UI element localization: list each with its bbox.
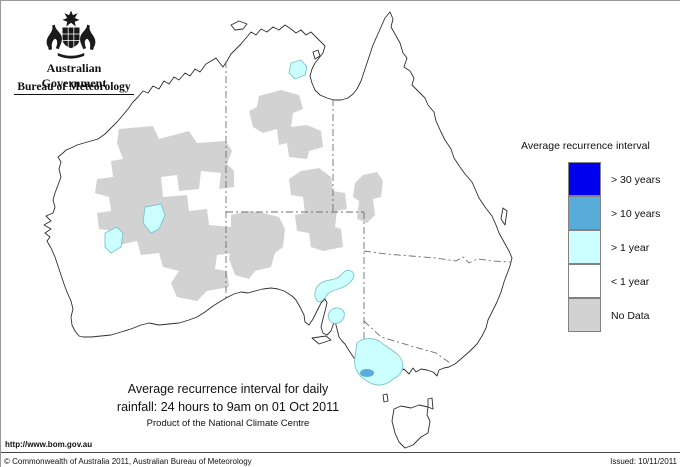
legend-swatch-gt10yr xyxy=(568,196,601,230)
australian-coat-of-arms xyxy=(46,10,96,59)
no-data-region-sa-west xyxy=(229,211,285,279)
legend-item: < 1 year xyxy=(568,264,680,299)
gt1yr-region-wa-east xyxy=(142,203,166,234)
tasmania xyxy=(391,404,431,449)
shield-grid xyxy=(62,27,80,48)
islands xyxy=(230,20,508,449)
gt1yr-region-sa-gulf xyxy=(327,307,345,324)
border-qld-nsw xyxy=(363,250,511,264)
legend-item: > 10 years xyxy=(568,196,680,231)
caption-line-2: rainfall: 24 hours to 9am on 01 Oct 2011 xyxy=(116,400,340,414)
melville-island xyxy=(230,20,248,31)
legend-item: > 1 year xyxy=(568,230,680,265)
legend-item: No Data xyxy=(568,298,680,333)
australia-coastline xyxy=(43,11,513,381)
caption-line-1: Average recurrence interval for daily xyxy=(127,382,329,396)
legend-swatch-gt1yr xyxy=(568,230,601,264)
no-data-region-nt-qld xyxy=(289,168,347,251)
government-title: Australian Government xyxy=(14,61,134,95)
copyright-text: © Commonwealth of Australia 2011, Austra… xyxy=(4,457,252,466)
bom-url: http://www.bom.gov.au xyxy=(5,440,93,449)
recurrence-gt1yr-regions xyxy=(104,59,404,386)
legend-swatch-gt30yr xyxy=(568,162,601,196)
no-data-region-qld xyxy=(353,172,383,223)
legend-label: > 1 year xyxy=(611,242,650,254)
gt1yr-region-sa-north xyxy=(314,270,355,303)
commonwealth-star-icon xyxy=(62,10,80,27)
legend-label: < 1 year xyxy=(611,276,650,288)
shield-icon xyxy=(62,27,80,49)
emu-icon xyxy=(80,24,96,51)
map-caption: Average recurrence interval for daily ra… xyxy=(48,382,408,429)
border-murray xyxy=(363,320,451,364)
fraser-island xyxy=(500,207,508,226)
groote-eylandt xyxy=(312,49,321,60)
no-data-regions xyxy=(95,90,383,301)
king-island xyxy=(382,393,389,403)
gt1yr-region-wa-west xyxy=(104,226,124,254)
legend-label: > 10 years xyxy=(611,208,661,220)
agency-title: Bureau of Meteorology xyxy=(17,81,131,93)
legend-label: No Data xyxy=(611,310,650,322)
issued-date: Issued: 10/11/2011 xyxy=(610,457,677,466)
scroll-icon xyxy=(57,52,85,59)
legend-swatch-lt1yr xyxy=(568,264,601,298)
legend-label: > 30 years xyxy=(611,174,661,186)
legend-title: Average recurrence interval xyxy=(521,140,650,152)
kangaroo-island xyxy=(311,335,332,345)
kangaroo-icon xyxy=(46,24,62,51)
legend-swatch-nodata xyxy=(568,298,601,332)
footer-divider xyxy=(1,452,680,453)
no-data-region-nt xyxy=(249,90,323,159)
caption-line-3: Product of the National Climate Centre xyxy=(146,418,310,429)
legend-item: > 30 years xyxy=(568,162,680,197)
flinders-island xyxy=(427,397,434,410)
recurrence-gt10yr-spot xyxy=(360,369,374,377)
gt1yr-region-nt xyxy=(288,59,308,80)
legend: > 30 years > 10 years > 1 year < 1 year … xyxy=(568,162,680,333)
state-borders xyxy=(225,61,511,369)
